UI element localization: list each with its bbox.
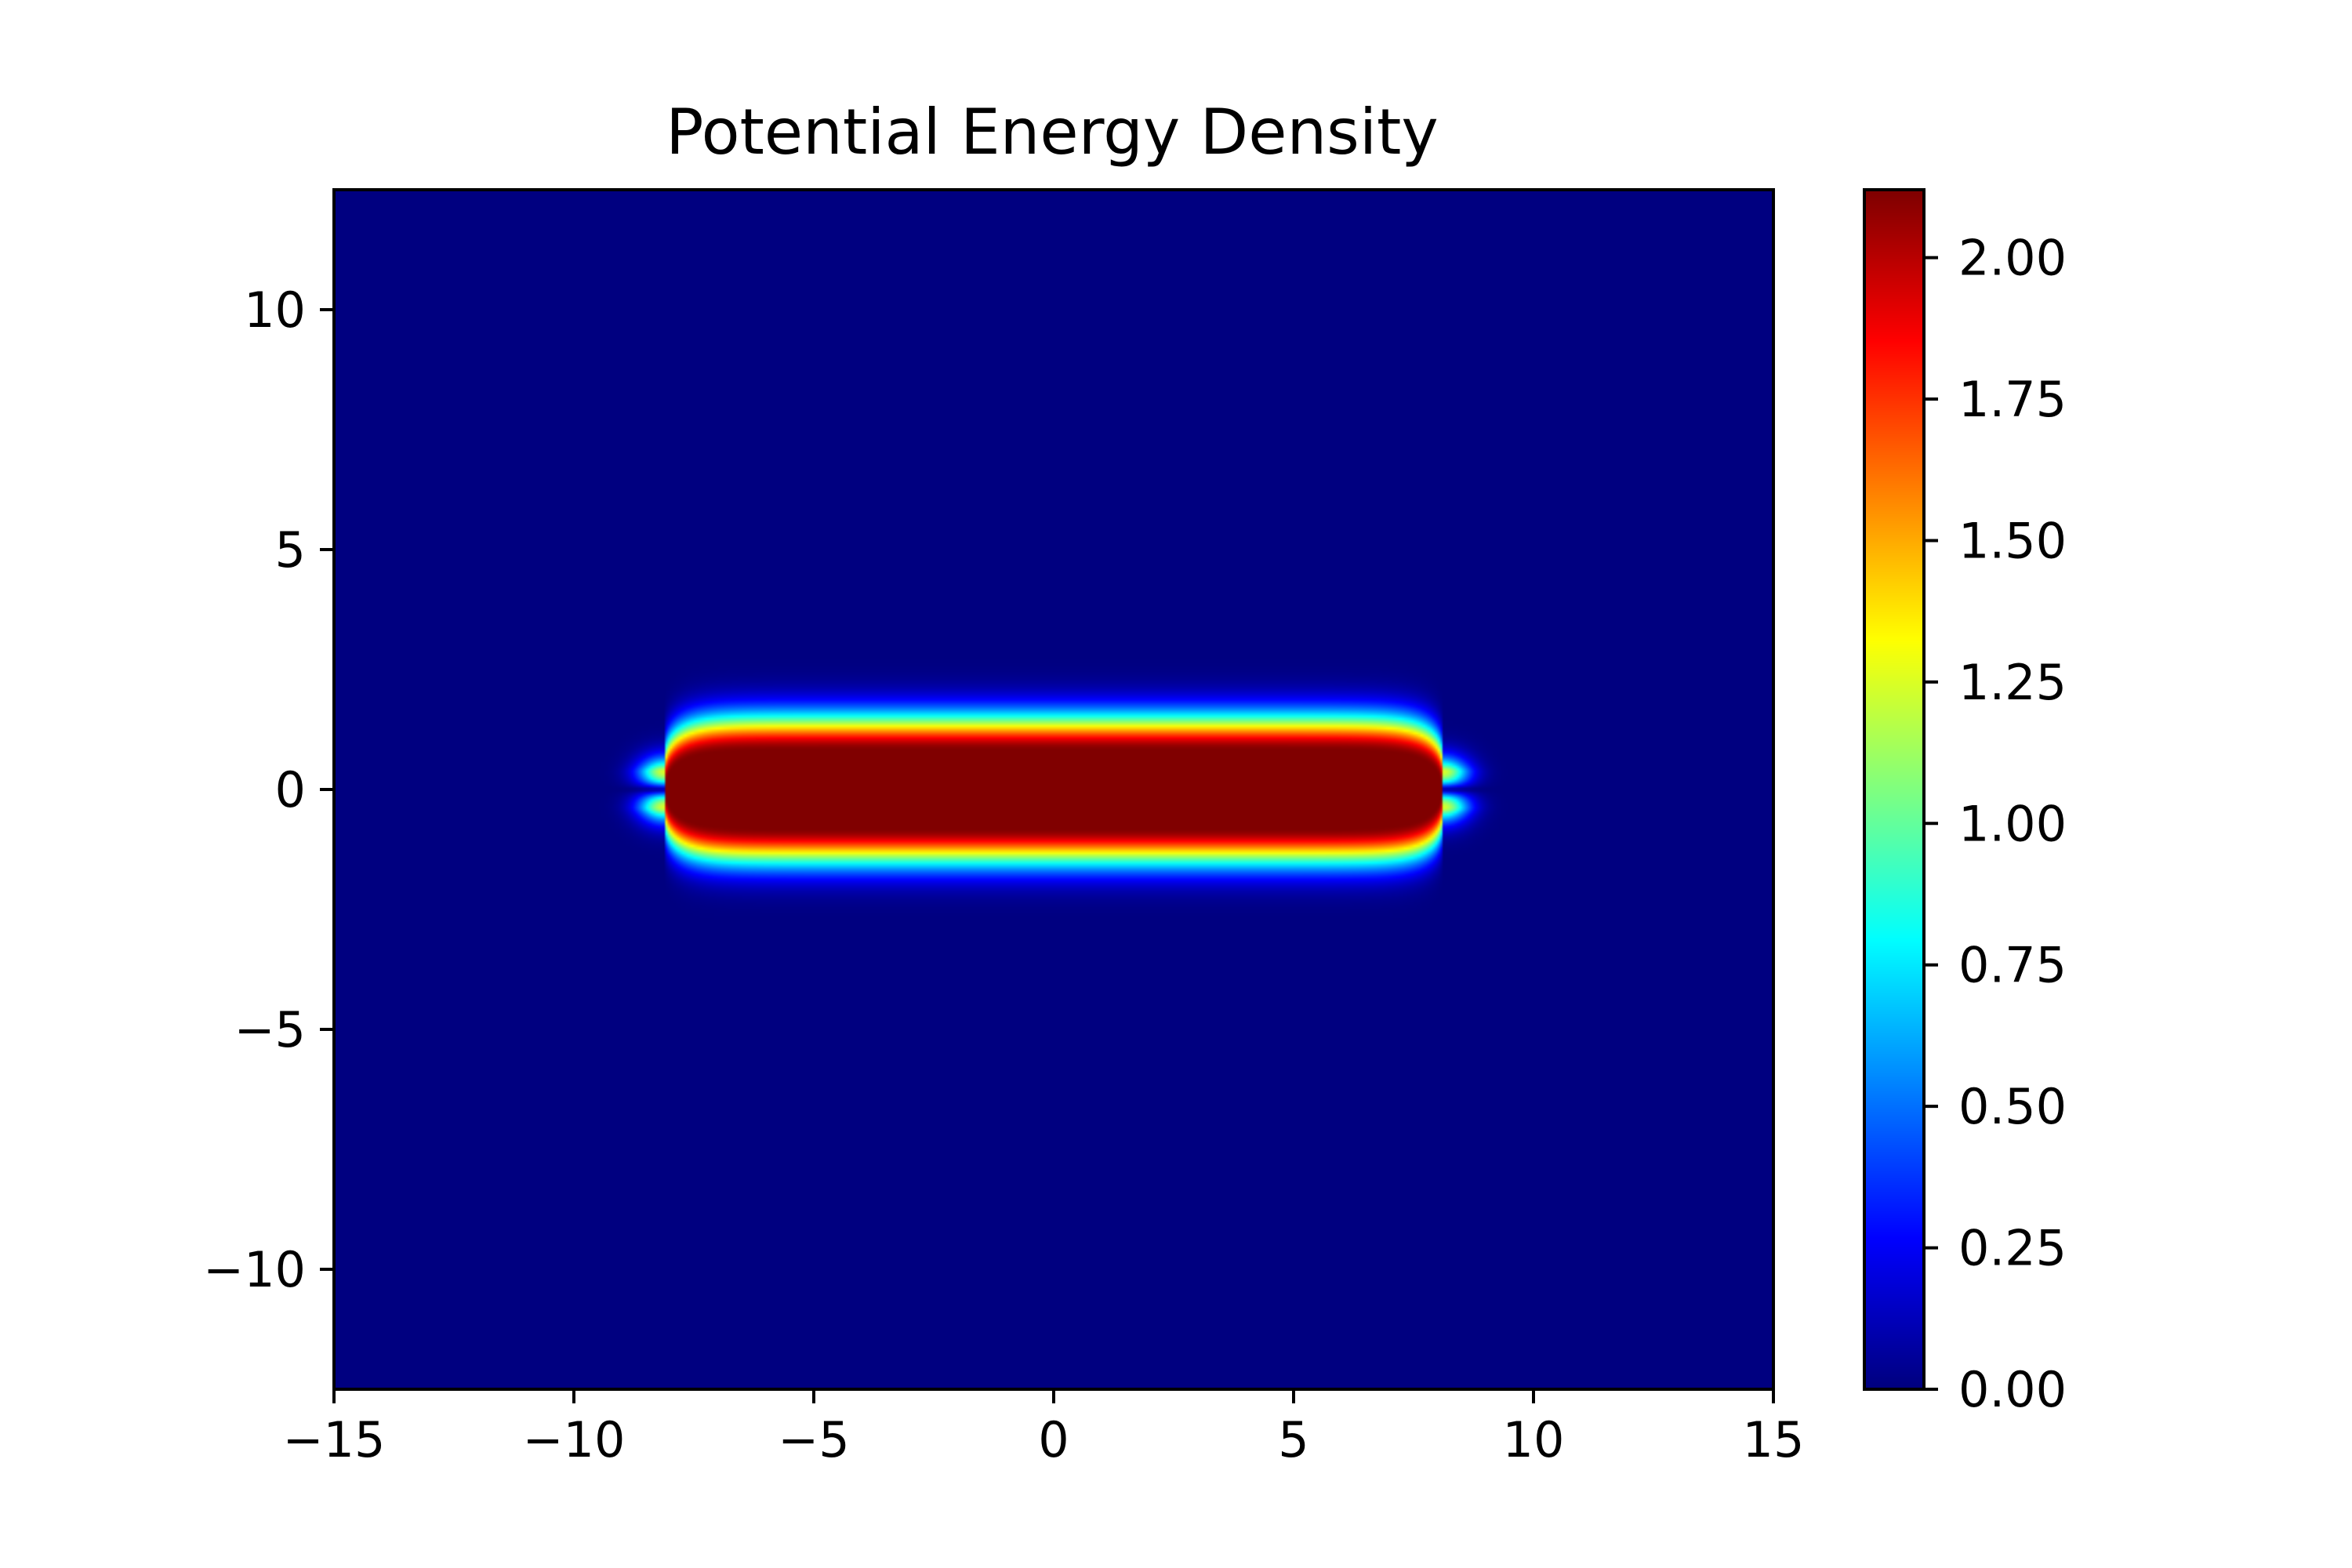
x-tick-label: −5 <box>778 1411 849 1468</box>
chart-title: Potential Energy Density <box>666 96 1439 169</box>
x-axis: −15 −10 −5 0 5 10 15 <box>283 1389 1805 1468</box>
x-tick-label: 10 <box>1503 1411 1565 1468</box>
colorbar-tick-label: 1.25 <box>1958 654 2067 711</box>
x-tick-label: 5 <box>1278 1411 1308 1468</box>
x-tick-label: 0 <box>1038 1411 1069 1468</box>
x-tick-label: −10 <box>523 1411 626 1468</box>
x-tick-label: 15 <box>1743 1411 1805 1468</box>
colorbar-tick-label: 1.75 <box>1958 371 2067 428</box>
y-tick-label: −10 <box>203 1241 306 1298</box>
y-axis: −10 −5 0 5 10 <box>203 281 334 1298</box>
colorbar-tick-label: 2.00 <box>1958 230 2067 287</box>
colorbar-tick-label: 0.25 <box>1958 1220 2067 1277</box>
colorbar-tick-label: 0.50 <box>1958 1078 2067 1135</box>
heatmap-image <box>334 190 1773 1389</box>
y-tick-label: −5 <box>234 1001 306 1058</box>
plot-area <box>332 188 1775 1391</box>
colorbar-ticks: 0.00 0.25 0.50 0.75 1.00 1.25 1.50 1.75 2.00 <box>1924 230 2067 1418</box>
colorbar-frame <box>1863 188 1926 1391</box>
colorbar-gradient <box>1864 190 1924 1389</box>
colorbar-tick-label: 1.50 <box>1958 512 2067 569</box>
colorbar-tick-label: 1.00 <box>1958 795 2067 852</box>
colorbar: 0.00 0.25 0.50 0.75 1.00 1.25 1.50 1.75 2.00 <box>1863 188 2067 1418</box>
colorbar-tick-label: 0.75 <box>1958 937 2067 994</box>
y-tick-label: 5 <box>275 521 306 579</box>
y-tick-label: 0 <box>275 761 306 818</box>
colorbar-tick-label: 0.00 <box>1958 1361 2067 1418</box>
x-tick-label: −15 <box>283 1411 386 1468</box>
y-tick-label: 10 <box>244 281 306 339</box>
